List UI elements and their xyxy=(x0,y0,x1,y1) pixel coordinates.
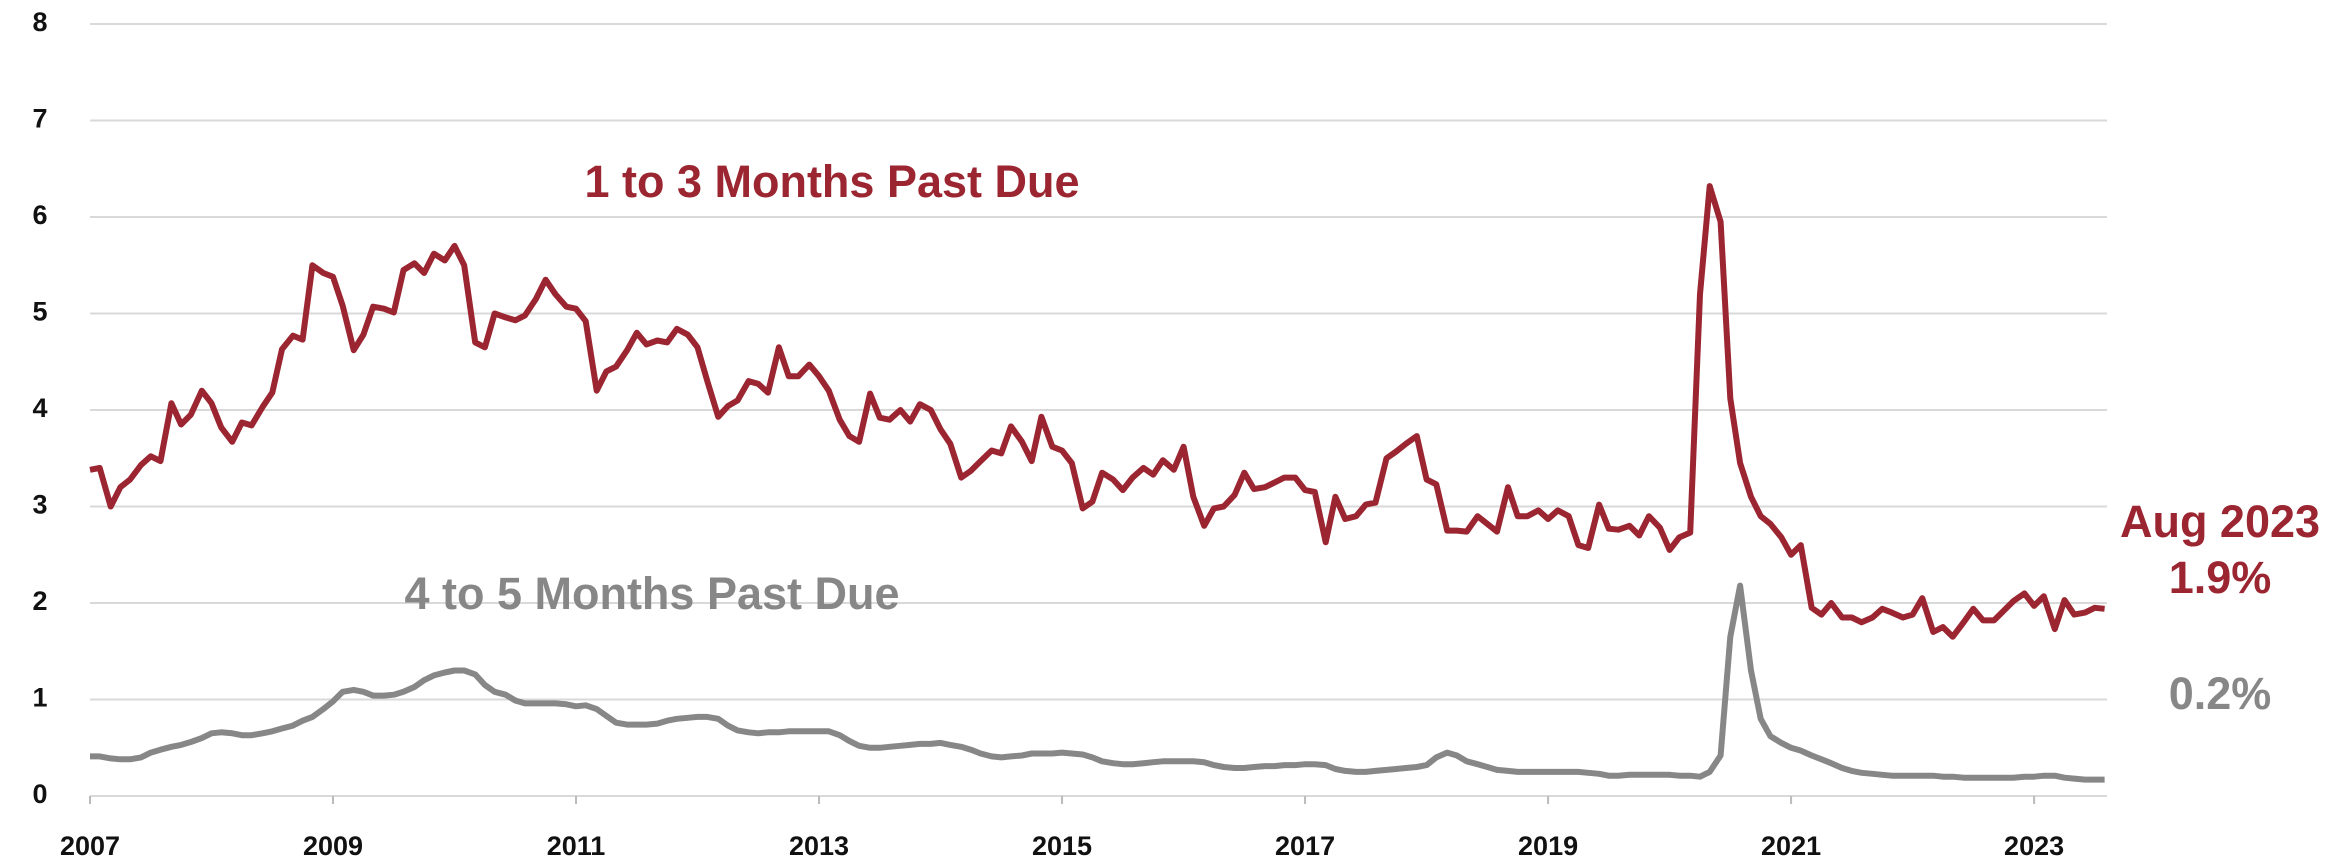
y-tick-label: 5 xyxy=(32,297,47,327)
x-tick-label: 2019 xyxy=(1518,831,1578,859)
x-tick-label: 2013 xyxy=(789,831,849,859)
y-tick-label: 2 xyxy=(32,586,47,616)
y-tick-label: 6 xyxy=(32,200,47,230)
annotation: 0.2% xyxy=(2169,668,2272,719)
annotation: 1 to 3 Months Past Due xyxy=(584,156,1079,207)
y-tick-label: 3 xyxy=(32,490,47,520)
x-tick-label: 2007 xyxy=(60,831,120,859)
y-tick-label: 7 xyxy=(32,104,47,134)
x-tick-label: 2009 xyxy=(303,831,363,859)
series-line xyxy=(90,582,2105,783)
x-tick-label: 2021 xyxy=(1761,831,1821,859)
y-tick-label: 0 xyxy=(32,779,47,809)
y-tick-label: 1 xyxy=(32,683,47,713)
x-tick-label: 2023 xyxy=(2004,831,2064,859)
annotation: 4 to 5 Months Past Due xyxy=(404,568,899,619)
x-tick-label: 2017 xyxy=(1275,831,1335,859)
annotation: Aug 2023 xyxy=(2120,496,2320,547)
y-tick-label: 4 xyxy=(32,393,47,423)
x-tick-label: 2011 xyxy=(547,831,606,859)
annotation: 1.9% xyxy=(2169,552,2272,603)
x-tick-label: 2015 xyxy=(1032,831,1092,859)
y-tick-label: 8 xyxy=(32,7,47,37)
series-line xyxy=(89,183,2105,640)
